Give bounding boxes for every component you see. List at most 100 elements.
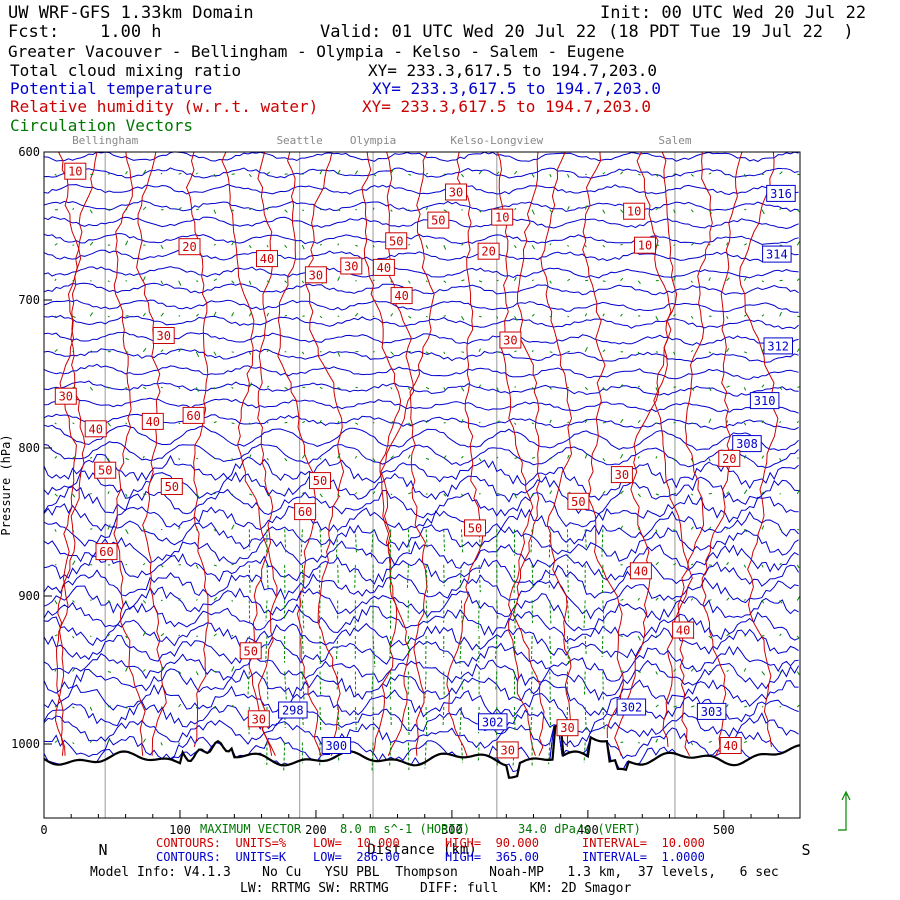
circulation-vector <box>779 671 782 674</box>
circulation-vector <box>761 671 766 676</box>
circulation-vector <box>178 348 182 353</box>
circulation-vector <box>513 706 516 732</box>
circulation-vector <box>566 564 569 592</box>
rh-label: 30 <box>309 268 323 282</box>
circulation-vector <box>655 704 659 708</box>
circulation-vector <box>796 704 800 708</box>
circulation-vector <box>761 564 764 568</box>
circulation-vector <box>372 279 375 282</box>
circulation-vector <box>620 277 624 282</box>
circulation-vector <box>408 492 412 495</box>
circulation-vector <box>284 386 288 390</box>
circulation-vector <box>478 209 482 213</box>
theta-contour <box>43 552 800 599</box>
circulation-vector <box>443 280 447 284</box>
circulation-vector <box>89 635 92 638</box>
circulation-vector <box>513 600 516 632</box>
circulation-vector <box>602 171 606 175</box>
circulation-vector <box>284 244 288 249</box>
rh-label-box <box>256 250 278 268</box>
circulation-vector <box>478 529 481 550</box>
circulation-vector <box>514 493 518 499</box>
circulation-vector <box>779 458 782 462</box>
circulation-vector <box>655 597 659 601</box>
circulation-vector <box>125 386 128 389</box>
circulation-vector <box>443 351 446 355</box>
circulation-vector <box>602 671 604 702</box>
x-tick-label: 0 <box>40 823 47 837</box>
theta-label: 316 <box>770 187 792 201</box>
circulation-vector <box>673 529 677 532</box>
circulation-vector <box>779 421 782 424</box>
field-theta: Potential temperature <box>10 79 213 98</box>
circulation-vector <box>726 420 729 424</box>
rh-label-box <box>567 492 590 510</box>
circulation-vector <box>107 491 110 495</box>
circulation-vector <box>743 277 747 282</box>
circulation-vector <box>142 276 146 281</box>
circulation-vector <box>549 315 552 318</box>
circulation-vector <box>461 493 464 496</box>
circulation-vector <box>584 635 587 656</box>
rh-label: 50 <box>243 644 257 658</box>
title-left: UW WRF-GFS 1.33km Domain <box>8 3 254 23</box>
rh-label-box <box>556 719 579 737</box>
circulation-vector <box>72 493 76 498</box>
circulation-vector <box>284 458 288 462</box>
circulation-vector <box>72 422 75 425</box>
rh-label: 40 <box>88 422 102 436</box>
circulation-vector <box>319 671 322 697</box>
circulation-vector <box>337 564 339 584</box>
circulation-vector <box>530 706 533 734</box>
circulation-vector <box>265 635 268 664</box>
circulation-vector <box>319 706 322 731</box>
circulation-vector <box>142 668 146 672</box>
theta-contour <box>43 348 799 363</box>
circulation-vector <box>54 173 57 176</box>
circulation-vector <box>231 666 235 672</box>
circulation-vector <box>460 419 464 424</box>
rh-label: 20 <box>481 245 495 259</box>
circulation-vector <box>142 631 146 637</box>
circulation-vector <box>602 244 606 248</box>
circulation-vector <box>655 456 658 459</box>
circulation-vector <box>796 241 801 246</box>
circulation-vector <box>620 209 624 213</box>
rh-contour <box>136 151 167 756</box>
circulation-vector <box>513 635 516 658</box>
rh-label: 50 <box>313 474 327 488</box>
circulation-vector <box>549 173 552 178</box>
circulation-vector <box>637 419 641 424</box>
circulation-vector <box>195 387 199 392</box>
circulation-vector <box>266 312 269 317</box>
circulation-vector <box>779 600 783 604</box>
circulation-vector <box>231 312 235 317</box>
circulation-vector <box>125 706 128 709</box>
circulation-vector <box>266 349 270 353</box>
circulation-vector <box>743 455 747 459</box>
rh-label-box <box>54 387 77 405</box>
circulation-vector <box>125 635 128 639</box>
rh-label-box <box>491 208 514 226</box>
circulation-vector <box>107 633 111 637</box>
circulation-vector <box>495 635 498 659</box>
circulation-vector <box>178 703 182 708</box>
circulation-vector <box>319 243 323 246</box>
model-info: Model Info: V4.1.3 No Cu YSU PBL Thompso… <box>90 865 779 880</box>
circulation-vector <box>602 349 606 353</box>
rh-contour <box>221 151 278 757</box>
theta-contour <box>43 216 799 230</box>
y-tick-label: 700 <box>18 293 40 307</box>
rh-label: 30 <box>615 468 629 482</box>
rh-label-box <box>623 202 646 220</box>
circulation-vector <box>266 206 270 211</box>
circulation-vector <box>496 316 499 319</box>
circulation-vector <box>337 453 341 459</box>
circulation-vector <box>72 635 75 639</box>
circulation-vector <box>90 599 92 601</box>
rh-high: HIGH= 90.000 <box>445 836 539 850</box>
field-theta-xy: XY= 233.3,617.5 to 194.7,203.0 <box>372 79 661 98</box>
circulation-vector <box>761 600 765 604</box>
circulation-vector <box>301 280 305 284</box>
